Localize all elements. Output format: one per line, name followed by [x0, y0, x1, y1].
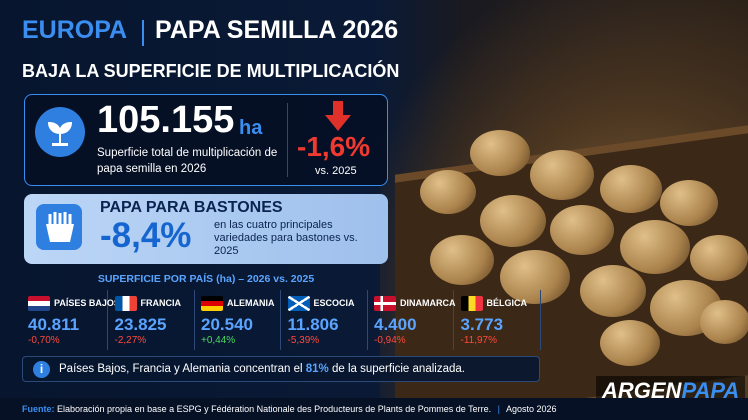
country-value: 40.811 — [28, 315, 80, 334]
country-value: 20.540 — [201, 315, 253, 334]
country: FRANCIA 23.825 -2,27% — [109, 290, 195, 350]
country: PAÍSES BAJOS 40.811 -0,70% — [22, 290, 120, 350]
total-card: 105.155 ha Superficie total de multiplic… — [24, 94, 388, 186]
potato — [500, 250, 570, 304]
country: BÉLGICA 3.773 -11,97% — [455, 290, 541, 350]
country-name: ESCOCIA — [313, 298, 355, 308]
country-value: 4.400 — [374, 315, 417, 334]
total-change: -1,6% — [297, 131, 371, 162]
potato — [420, 170, 476, 214]
potato — [600, 320, 660, 366]
country-change: -5,39% — [287, 335, 320, 346]
country: ALEMANIA 20.540 +0,44% — [195, 290, 281, 350]
total-compared: vs. 2025 — [315, 165, 357, 177]
country-value: 11.806 — [287, 315, 339, 334]
country-name: DINAMARCA — [400, 298, 456, 308]
potato — [530, 150, 594, 200]
country-change: -0,94% — [374, 335, 406, 346]
note: Países Bajos, Francia y Alemania concent… — [59, 363, 465, 375]
note-text: Países Bajos, Francia y Alemania concent… — [59, 363, 306, 375]
region: EUROPA — [22, 16, 128, 44]
plant-glyph — [47, 121, 73, 146]
down-arrow — [325, 101, 351, 131]
potato — [600, 165, 662, 213]
potato — [470, 130, 530, 176]
potato — [580, 265, 646, 317]
country-name: BÉLGICA — [486, 298, 528, 308]
title: PAPA SEMILLA 2026 — [155, 16, 399, 44]
countries-title: SUPERFICIE POR PAÍS (ha) – 2026 vs. 2025 — [97, 273, 315, 285]
flag — [287, 296, 310, 311]
total-value: 105.155 — [97, 99, 235, 141]
fries-glyph — [46, 212, 74, 242]
country-value: 3.773 — [460, 315, 504, 334]
total-description: Superficie total de multiplicación de pa… — [97, 147, 278, 175]
country: DINAMARCA 4.400 -0,94% — [368, 290, 456, 350]
country-name: FRANCIA — [140, 298, 182, 308]
country-value: 23.825 — [114, 315, 167, 334]
note-highlight: 81% — [305, 363, 329, 375]
flag — [460, 296, 483, 311]
potato — [690, 235, 748, 281]
plant-icon — [35, 107, 85, 157]
flag — [201, 296, 223, 311]
footer: Fuente: Elaboración propia en base a ESP… — [0, 398, 748, 420]
potato — [660, 180, 718, 226]
flag — [114, 296, 137, 311]
country-change: -2,27% — [114, 335, 147, 346]
fries-title: PAPA PARA BASTONES — [100, 199, 283, 216]
fries-description: en las cuatro principales variedades par… — [214, 219, 358, 257]
total-unit: ha — [239, 117, 263, 139]
potato — [550, 205, 614, 255]
footer-separator: | — [497, 404, 500, 414]
country: ESCOCIA 11.806 -5,39% — [282, 290, 368, 350]
potato — [480, 195, 546, 247]
fries-card: PAPA PARA BASTONES -8,4% en las cuatro p… — [24, 194, 388, 264]
flag — [374, 296, 396, 311]
source-label: Fuente: — [22, 404, 55, 414]
flag-cross — [287, 296, 310, 311]
info-icon: i — [33, 361, 50, 378]
separator — [142, 20, 144, 46]
fries-change: -8,4% — [100, 216, 192, 255]
country-change: +0,44% — [201, 335, 236, 346]
country-change: -11,97% — [460, 335, 498, 346]
note-text: de la superficie analizada. — [328, 363, 465, 375]
source: Elaboración propia en base a ESPG y Fédé… — [57, 404, 492, 414]
country-change: -0,70% — [28, 335, 60, 346]
potato — [430, 235, 494, 285]
fries-icon — [36, 204, 82, 250]
potato — [620, 220, 690, 274]
flag-cross — [374, 302, 396, 305]
potato — [700, 300, 748, 344]
country-name: ALEMANIA — [227, 298, 275, 308]
flag — [28, 296, 50, 311]
country-name: PAÍSES BAJOS — [54, 298, 120, 308]
divider — [287, 103, 288, 177]
note-bar: i Países Bajos, Francia y Alemania conce… — [22, 356, 540, 382]
subtitle: BAJA LA SUPERFICIE DE MULTIPLICACIÓN — [22, 61, 400, 81]
date: Agosto 2026 — [505, 404, 557, 414]
